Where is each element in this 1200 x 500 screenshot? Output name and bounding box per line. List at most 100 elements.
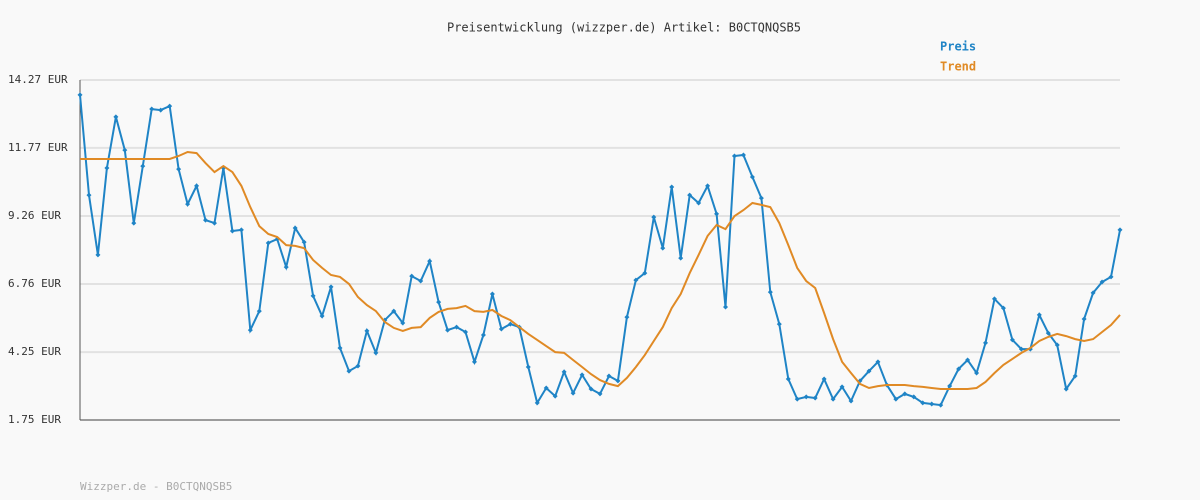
- point-marker: [337, 345, 343, 351]
- point-marker: [256, 308, 262, 314]
- point-marker: [113, 114, 119, 120]
- point-marker: [391, 308, 397, 314]
- point-marker: [229, 228, 235, 234]
- point-marker: [185, 201, 191, 207]
- point-marker: [122, 147, 128, 153]
- point-marker: [436, 299, 442, 305]
- point-marker: [615, 378, 621, 384]
- point-marker: [534, 400, 540, 406]
- point-marker: [149, 106, 155, 112]
- point-marker: [427, 258, 433, 264]
- point-marker: [1072, 373, 1078, 379]
- series-line: [80, 150, 1121, 390]
- point-marker: [705, 183, 711, 189]
- point-marker: [974, 370, 980, 376]
- point-marker: [454, 324, 460, 330]
- point-marker: [947, 383, 953, 389]
- point-marker: [570, 390, 576, 396]
- point-marker: [328, 284, 334, 290]
- point-marker: [319, 313, 325, 319]
- point-marker: [86, 192, 92, 198]
- point-marker: [346, 368, 352, 374]
- point-marker: [400, 320, 406, 326]
- point-marker: [1099, 279, 1105, 285]
- point-marker: [875, 359, 881, 365]
- point-marker: [991, 296, 997, 302]
- point-marker: [194, 183, 200, 189]
- point-marker: [373, 350, 379, 356]
- point-marker: [758, 195, 764, 201]
- point-marker: [848, 398, 854, 404]
- point-marker: [543, 385, 549, 391]
- point-marker: [866, 368, 872, 374]
- point-marker: [525, 364, 531, 370]
- point-marker: [445, 327, 451, 333]
- y-tick-label: 9.26 EUR: [8, 209, 61, 222]
- point-marker: [642, 270, 648, 276]
- point-marker: [956, 366, 962, 372]
- point-marker: [651, 214, 657, 220]
- point-marker: [247, 327, 253, 333]
- point-marker: [1036, 312, 1042, 318]
- point-marker: [588, 386, 594, 392]
- point-marker: [489, 291, 495, 297]
- point-marker: [104, 165, 110, 171]
- point-marker: [409, 273, 415, 279]
- point-marker: [624, 314, 630, 320]
- y-tick-label: 11.77 EUR: [8, 141, 68, 154]
- point-marker: [77, 92, 83, 98]
- legend-entry: Trend: [940, 60, 976, 74]
- point-marker: [803, 394, 809, 400]
- legend-entry: Preis: [940, 40, 976, 54]
- point-marker: [292, 225, 298, 231]
- point-marker: [696, 200, 702, 206]
- point-marker: [480, 332, 486, 338]
- point-marker: [158, 107, 164, 113]
- point-marker: [785, 376, 791, 382]
- point-marker: [283, 264, 289, 270]
- point-marker: [839, 384, 845, 390]
- point-marker: [238, 227, 244, 233]
- point-marker: [938, 402, 944, 408]
- point-marker: [203, 217, 209, 223]
- point-marker: [364, 328, 370, 334]
- point-marker: [561, 369, 567, 375]
- point-marker: [902, 391, 908, 397]
- point-marker: [95, 252, 101, 258]
- point-marker: [310, 293, 316, 299]
- point-marker: [463, 329, 469, 335]
- point-marker: [830, 396, 836, 402]
- point-marker: [1045, 330, 1051, 336]
- point-marker: [579, 372, 585, 378]
- point-marker: [1090, 290, 1096, 296]
- point-marker: [355, 363, 361, 369]
- point-marker: [1009, 337, 1015, 343]
- point-marker: [507, 321, 513, 327]
- point-marker: [794, 396, 800, 402]
- point-marker: [1081, 316, 1087, 322]
- point-marker: [776, 321, 782, 327]
- point-marker: [678, 255, 684, 261]
- point-marker: [740, 152, 746, 158]
- point-marker: [812, 395, 818, 401]
- point-marker: [660, 245, 666, 251]
- point-marker: [498, 326, 504, 332]
- point-marker: [714, 211, 720, 217]
- point-marker: [687, 192, 693, 198]
- y-tick-label: 4.25 EUR: [8, 345, 61, 358]
- y-tick-label: 14.27 EUR: [8, 73, 68, 86]
- point-marker: [140, 163, 146, 169]
- point-marker: [920, 400, 926, 406]
- point-marker: [167, 103, 173, 109]
- point-marker: [301, 239, 307, 245]
- point-marker: [1108, 274, 1114, 280]
- footer: Wizzper.de - B0CTQNQSB5: [80, 480, 232, 493]
- point-marker: [767, 289, 773, 295]
- point-marker: [597, 391, 603, 397]
- point-marker: [669, 184, 675, 190]
- point-marker: [552, 393, 558, 399]
- point-marker: [929, 401, 935, 407]
- chart-title: Preisentwicklung (wizzper.de) Artikel: B…: [447, 21, 801, 35]
- point-marker: [211, 220, 217, 226]
